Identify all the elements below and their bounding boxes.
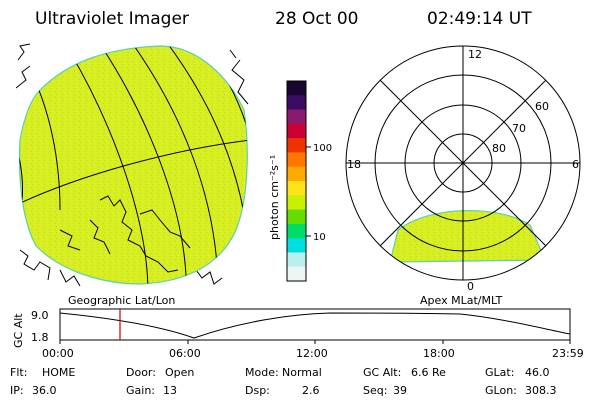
colorbar-unit-label: photon cm⁻²s⁻¹ bbox=[268, 155, 281, 240]
colorbar-stripe bbox=[287, 223, 306, 239]
coastline-outline bbox=[16, 43, 249, 105]
x-tick-0600: 06:00 bbox=[169, 347, 201, 360]
colorbar-stripe bbox=[287, 109, 306, 125]
auroral-oval-image bbox=[389, 209, 546, 263]
polar-diagonal bbox=[379, 79, 547, 247]
status-seq-label: Seq: bbox=[363, 384, 387, 397]
status-seq-value: 39 bbox=[393, 384, 407, 397]
colorbar-tick-100: 100 bbox=[313, 143, 332, 154]
colorbar-stripe bbox=[287, 152, 306, 168]
y-tick-9: 9.0 bbox=[31, 309, 49, 322]
meridian-line bbox=[99, 46, 187, 284]
mlt-label-18: 18 bbox=[347, 158, 361, 171]
colorbar-stripe bbox=[287, 81, 306, 96]
mlt-label-0: 0 bbox=[467, 280, 474, 293]
colorbar-stripe bbox=[287, 166, 306, 182]
colorbar-tick-10: 10 bbox=[313, 232, 326, 243]
x-tick-1200: 12:00 bbox=[296, 347, 328, 360]
mlt-label-6: 6 bbox=[572, 158, 579, 171]
orbit-altitude-plot: GC Alt 9.0 1.8 00:00 06:00 12:00 18:00 2… bbox=[12, 308, 584, 360]
latitude-line bbox=[19, 139, 248, 206]
orbit-ylabel: GC Alt bbox=[12, 313, 25, 348]
coastline-outline-lower bbox=[19, 249, 223, 287]
altitude-curve bbox=[59, 312, 571, 339]
status-dsp-label: Dsp: bbox=[245, 384, 270, 397]
status-glat-label: GLat: bbox=[485, 366, 514, 379]
x-tick-0000: 00:00 bbox=[42, 347, 74, 360]
uv-image-disk bbox=[18, 45, 248, 285]
colorbar-stripe bbox=[287, 266, 306, 282]
meridian-line bbox=[164, 46, 248, 281]
lat-label-80: 80 bbox=[492, 142, 506, 155]
status-ip-value: 36.0 bbox=[32, 384, 57, 397]
colorbar-stripe bbox=[287, 195, 306, 211]
geographic-map bbox=[16, 43, 249, 287]
status-ip-label: IP: bbox=[10, 384, 24, 397]
status-door-value: Open bbox=[165, 366, 194, 379]
meridian-line bbox=[19, 129, 23, 201]
status-gain-label: Gain: bbox=[126, 384, 155, 397]
colorbar-frame bbox=[286, 80, 307, 282]
time-readout: 02:49:14 UT bbox=[427, 9, 532, 29]
status-gcalt-label: GC Alt: bbox=[363, 366, 401, 379]
status-flt-value: HOME bbox=[42, 366, 75, 379]
right-panel-caption: Apex MLat/MLT bbox=[420, 294, 503, 307]
status-mode-label: Mode: bbox=[245, 366, 279, 379]
app-title: Ultraviolet Imager bbox=[35, 9, 189, 29]
status-flt-label: Flt: bbox=[10, 366, 27, 379]
status-gcalt-value: 6.6 Re bbox=[411, 366, 446, 379]
status-mode-value: Normal bbox=[282, 366, 322, 379]
colorbar-stripe bbox=[287, 181, 306, 196]
status-glon-value: 308.3 bbox=[525, 384, 557, 397]
left-panel-caption: Geographic Lat/Lon bbox=[68, 294, 175, 307]
status-gain-value: 13 bbox=[163, 384, 177, 397]
colorbar-stripe bbox=[287, 238, 306, 254]
status-panel: Flt: HOME Door: Open Mode: Normal GC Alt… bbox=[10, 366, 557, 397]
status-dsp-value: 2.6 bbox=[302, 384, 320, 397]
lat-label-60: 60 bbox=[535, 100, 549, 113]
status-glon-label: GLon: bbox=[485, 384, 517, 397]
polar-plot: 12 18 6 0 60 70 80 bbox=[345, 45, 581, 293]
lat-label-70: 70 bbox=[512, 122, 526, 135]
status-glat-value: 46.0 bbox=[525, 366, 550, 379]
colorbar-stripe bbox=[287, 209, 306, 225]
mlt-label-12: 12 bbox=[468, 48, 482, 61]
y-tick-1-8: 1.8 bbox=[31, 331, 49, 344]
colorbar-stripe bbox=[287, 95, 306, 111]
x-tick-1800: 18:00 bbox=[423, 347, 455, 360]
x-tick-2359: 23:59 bbox=[552, 347, 584, 360]
coastline-on-disk bbox=[59, 195, 191, 273]
colorbar-stripe bbox=[287, 123, 306, 139]
status-door-label: Door: bbox=[126, 366, 156, 379]
colorbar-stripe bbox=[287, 252, 306, 268]
meridian-line bbox=[69, 51, 149, 284]
colorbar: 100 10 photon cm⁻²s⁻¹ bbox=[268, 80, 332, 282]
date-readout: 28 Oct 00 bbox=[275, 9, 358, 29]
colorbar-stripe bbox=[287, 138, 306, 154]
